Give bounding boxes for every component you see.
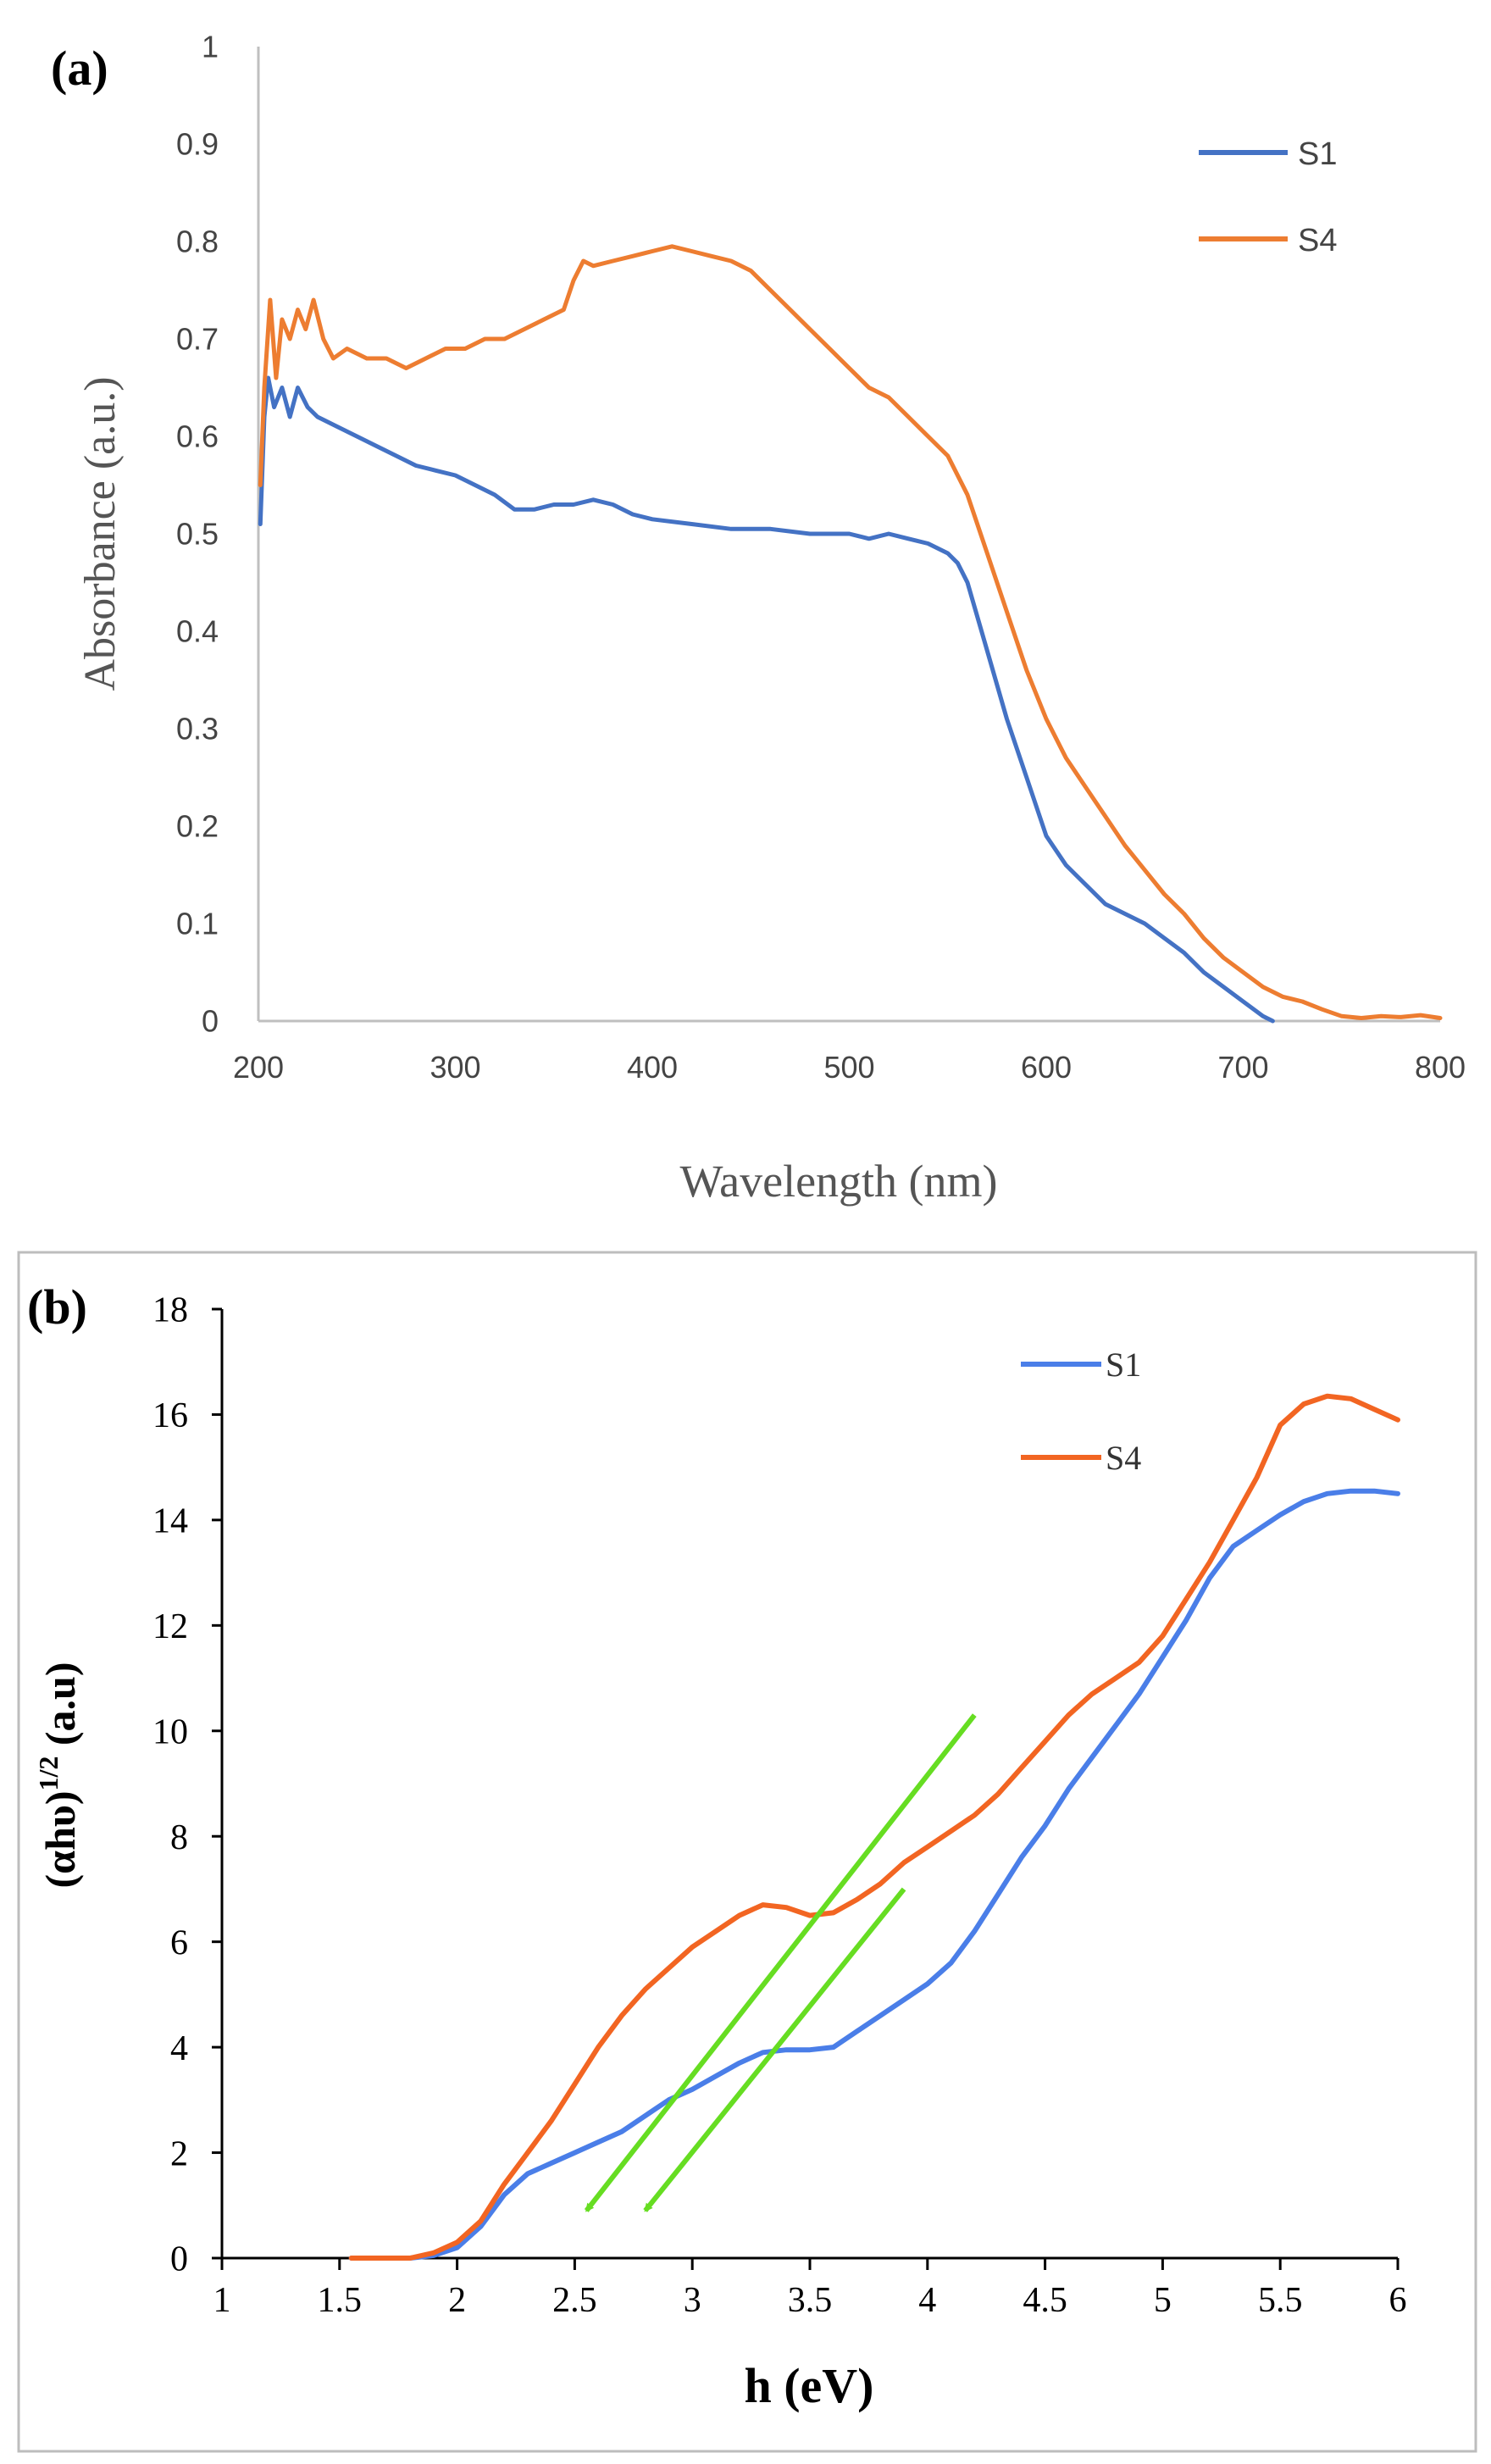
panel-a-y-tick-label: 0.1 bbox=[176, 907, 219, 941]
panel-a-y-tick-label: 0.8 bbox=[176, 225, 219, 259]
panel-a-series-s1-line bbox=[258, 375, 1275, 1024]
panel-b-y-tick-label: 8 bbox=[170, 1818, 188, 1857]
panel-b-x-tick-label: 5 bbox=[1154, 2281, 1172, 2320]
panel-a-x-ticks: 200 300 400 500 600 700 800 bbox=[233, 1050, 1466, 1085]
panel-a-x-tick-label: 600 bbox=[1021, 1050, 1072, 1085]
panel-b-x-label: h (eV) bbox=[744, 2358, 873, 2413]
panel-a-series bbox=[258, 244, 1443, 1024]
panel-b-y-tick-label: 4 bbox=[170, 2029, 188, 2068]
legend-b-s4-label: S4 bbox=[1106, 1439, 1141, 1477]
panel-b-x-tick-label: 2.5 bbox=[552, 2281, 597, 2320]
panel-b-y-ticks: 0 2 4 6 8 10 12 14 16 18 bbox=[152, 1291, 222, 2279]
legend-b-s1-label: S1 bbox=[1106, 1346, 1141, 1384]
panel-b-x-tick-label: 5.5 bbox=[1258, 2281, 1303, 2320]
panel-a-y-ticks: 0 0.1 0.2 0.3 0.4 0.5 0.6 0.7 0.8 0.9 1 bbox=[176, 30, 219, 1039]
panel-b-y-tick-label: 14 bbox=[152, 1502, 188, 1541]
panel-a: (a) 0 0.1 0.2 0.3 0.4 0.5 0.6 0.7 0.8 0.9 1 200 300… bbox=[51, 30, 1466, 1207]
panel-a-x-tick-label: 300 bbox=[430, 1050, 480, 1085]
panel-b-y-label: (αhυ)1/2 (a.u) bbox=[33, 1662, 84, 1889]
panel-a-y-tick-label: 0.7 bbox=[176, 322, 219, 357]
panel-b-series-s1-line bbox=[348, 1488, 1400, 2261]
legend-a-s4-label: S4 bbox=[1298, 223, 1337, 258]
panel-b-x-tick-label: 3 bbox=[684, 2281, 701, 2320]
panel-a-y-tick-label: 0.9 bbox=[176, 127, 219, 162]
panel-b-arrow-annotation-2 bbox=[643, 1887, 906, 2212]
panel-a-series-s4-line bbox=[258, 244, 1443, 1020]
panel-b-series-s4-line bbox=[348, 1393, 1400, 2261]
panel-b-y-tick-label: 2 bbox=[170, 2134, 188, 2173]
panel-b-y-tick-label: 0 bbox=[170, 2240, 188, 2279]
panel-b-y-label-suffix: (a.u) bbox=[36, 1662, 84, 1756]
panel-b-x-ticks: 1 1.5 2 2.5 3 3.5 4 4.5 5 5.5 6 bbox=[213, 2258, 1407, 2320]
panel-a-y-tick-label: 0.4 bbox=[176, 614, 219, 649]
panel-a-y-tick-label: 0.2 bbox=[176, 809, 219, 844]
panel-b-y-tick-label: 6 bbox=[170, 1923, 188, 1962]
panel-b-arrow-annotation-1 bbox=[584, 1713, 977, 2212]
panel-b-y-label-superscript: 1/2 bbox=[33, 1756, 64, 1791]
panel-a-y-tick-label: 1 bbox=[202, 30, 219, 64]
panel-b-x-tick-label: 6 bbox=[1389, 2281, 1407, 2320]
panel-b-y-tick-label: 18 bbox=[152, 1291, 188, 1330]
panel-b-series bbox=[348, 1393, 1400, 2261]
panel-b-y-tick-label: 10 bbox=[152, 1712, 188, 1751]
panel-b-y-tick-label: 12 bbox=[152, 1607, 188, 1646]
panel-a-x-tick-label: 200 bbox=[233, 1050, 284, 1085]
panel-b-x-tick-label: 3.5 bbox=[788, 2281, 833, 2320]
panel-a-y-tick-label: 0.5 bbox=[176, 517, 219, 552]
panel-b-y-tick-label: 16 bbox=[152, 1396, 188, 1435]
panel-b-legend: S1 S4 bbox=[1021, 1346, 1141, 1477]
panel-b-x-tick-label: 4.5 bbox=[1023, 2281, 1067, 2320]
panel-a-legend: S1 S4 bbox=[1199, 136, 1337, 258]
panel-a-x-label: Wavelength (nm) bbox=[679, 1156, 997, 1207]
panel-b-y-label-main: (αhυ) bbox=[36, 1791, 84, 1889]
panel-b-x-tick-label: 2 bbox=[448, 2281, 466, 2320]
panel-a-x-tick-label: 400 bbox=[627, 1050, 678, 1085]
panel-a-x-tick-label: 500 bbox=[823, 1050, 874, 1085]
panel-a-y-label: Absorbance (a.u.) bbox=[76, 376, 125, 691]
panel-b-annotations bbox=[584, 1713, 977, 2212]
panel-a-y-tick-label: 0.3 bbox=[176, 712, 219, 746]
panel-b: (b) 0 2 4 6 8 10 12 14 16 18 1 1.5 2 2.5 3 3.5 4 4.5 5 5.5… bbox=[17, 1251, 1477, 2453]
panel-a-y-tick-label: 0 bbox=[202, 1004, 219, 1039]
panel-a-x-tick-label: 800 bbox=[1415, 1050, 1466, 1085]
panel-a-label: (a) bbox=[51, 41, 108, 96]
panel-b-frame bbox=[17, 1251, 1477, 2453]
panel-b-label: (b) bbox=[27, 1279, 87, 1335]
panel-b-x-tick-label: 1 bbox=[213, 2281, 231, 2320]
panel-a-x-tick-label: 700 bbox=[1217, 1050, 1268, 1085]
panel-b-x-tick-label: 1.5 bbox=[318, 2281, 363, 2320]
panel-b-x-tick-label: 4 bbox=[918, 2281, 936, 2320]
legend-a-s1-label: S1 bbox=[1298, 136, 1337, 172]
panel-a-y-tick-label: 0.6 bbox=[176, 419, 219, 454]
